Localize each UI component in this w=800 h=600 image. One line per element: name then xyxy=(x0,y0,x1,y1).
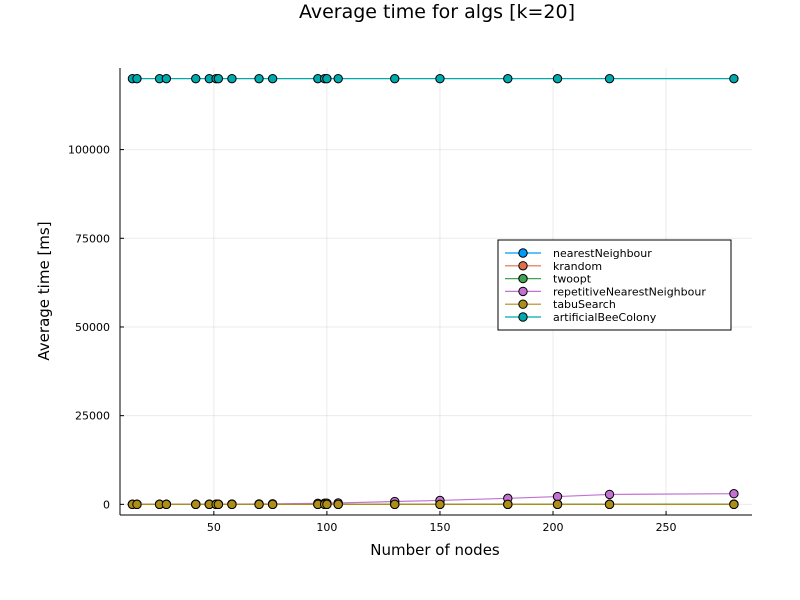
x-tick-label: 200 xyxy=(543,521,564,534)
data-point xyxy=(390,73,400,84)
data-point xyxy=(435,73,445,84)
data-point xyxy=(213,73,224,84)
series-tabuSearch xyxy=(127,499,739,510)
data-point xyxy=(552,499,563,510)
data-point xyxy=(503,73,513,84)
data-point xyxy=(729,489,739,499)
data-point xyxy=(161,73,172,84)
data-point xyxy=(729,499,739,510)
x-tick-label: 100 xyxy=(316,521,337,534)
legend-marker xyxy=(518,286,528,297)
data-point xyxy=(254,73,264,84)
y-axis-title: Average time [ms] xyxy=(35,221,53,360)
data-point xyxy=(333,73,343,84)
x-tick-label: 250 xyxy=(656,521,677,534)
legend-label: nearestNeighbour xyxy=(553,247,652,260)
series-group xyxy=(127,73,739,510)
legend-box xyxy=(497,239,732,331)
data-point xyxy=(227,73,237,84)
legend-marker xyxy=(518,273,528,284)
legend-label: artificialBeeColony xyxy=(553,311,657,324)
data-point xyxy=(267,73,278,84)
data-point xyxy=(213,499,224,510)
data-point xyxy=(435,499,445,510)
data-point xyxy=(322,73,332,84)
data-point xyxy=(390,499,400,510)
data-point xyxy=(191,499,201,510)
data-point xyxy=(132,499,142,510)
data-point xyxy=(604,499,615,510)
series-artificialBeeColony xyxy=(127,73,739,84)
legend-label: tabuSearch xyxy=(553,298,616,311)
data-point xyxy=(503,499,513,510)
chart-title: Average time for algs [k=20] xyxy=(299,1,575,23)
data-point xyxy=(132,73,142,84)
x-axis-title: Number of nodes xyxy=(370,541,500,559)
legend-marker xyxy=(518,299,528,309)
y-tick-label: 0 xyxy=(103,498,110,511)
y-tick-label: 75000 xyxy=(75,232,110,245)
x-tick-label: 150 xyxy=(429,521,450,534)
legend-label: repetitiveNearestNeighbour xyxy=(553,285,706,298)
legend-label: twoopt xyxy=(553,273,592,286)
data-point xyxy=(604,489,615,500)
x-tick-label: 50 xyxy=(207,521,221,534)
legend-marker xyxy=(518,312,528,322)
legend-marker xyxy=(518,248,528,258)
data-point xyxy=(552,491,563,502)
data-point xyxy=(161,499,172,510)
legend-label: krandom xyxy=(553,260,602,273)
y-tick-label: 50000 xyxy=(75,321,110,334)
data-point xyxy=(227,499,237,510)
data-point xyxy=(191,73,201,84)
data-point xyxy=(267,499,278,510)
data-point xyxy=(254,499,264,510)
data-point xyxy=(604,73,615,84)
legend: nearestNeighbourkrandomtwooptrepetitiveN… xyxy=(497,239,732,331)
data-point xyxy=(729,73,739,84)
y-tick-label: 25000 xyxy=(75,410,110,423)
data-point xyxy=(333,499,343,510)
y-tick-label: 100000 xyxy=(68,144,110,157)
data-point xyxy=(552,73,563,84)
legend-marker xyxy=(518,261,528,271)
data-point xyxy=(322,499,332,510)
axes: 50 100 150 200 250 0 25000 50000 75000 100000 xyxy=(68,68,752,534)
